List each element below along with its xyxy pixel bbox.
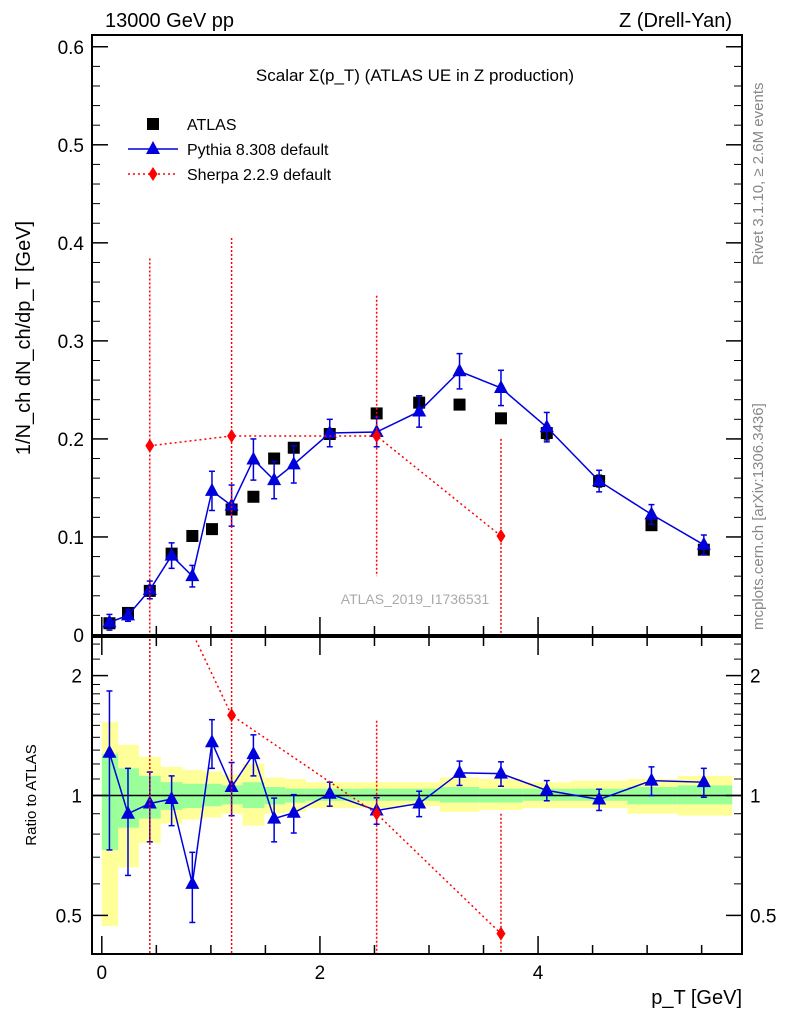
pythia-point bbox=[696, 774, 711, 788]
x-tick-label: 0 bbox=[97, 963, 108, 984]
pythia-point bbox=[286, 804, 301, 818]
pythia-point bbox=[539, 782, 554, 796]
y-axis-label: 1/N_ch dN_ch/dp_T [GeV] bbox=[13, 221, 35, 455]
sherpa-point bbox=[496, 926, 506, 941]
ratio-y-tick-label-right: 1 bbox=[750, 787, 761, 808]
y-tick-label: 0.5 bbox=[58, 136, 84, 157]
pythia-point bbox=[493, 379, 508, 393]
pythia-point bbox=[185, 568, 200, 582]
sherpa-point bbox=[372, 428, 382, 443]
header-left: 13000 GeV pp bbox=[105, 10, 234, 32]
ratio-y-tick-label: 2 bbox=[71, 667, 82, 688]
side-label-rivet: Rivet 3.1.10, ≥ 2.6M events bbox=[750, 83, 767, 266]
pythia-point bbox=[164, 790, 179, 804]
pythia-point bbox=[142, 795, 157, 809]
legend-label: ATLAS bbox=[187, 117, 237, 134]
pythia-point bbox=[696, 536, 711, 550]
pythia-point bbox=[267, 472, 282, 486]
pythia-point bbox=[246, 746, 261, 760]
pythia-point bbox=[644, 772, 659, 786]
sherpa-point bbox=[227, 428, 237, 443]
atlas-point bbox=[453, 398, 466, 411]
pythia-point bbox=[452, 764, 467, 778]
ratio-y-tick-label: 1 bbox=[71, 787, 82, 808]
chart-title: Scalar Σ(p_T) (ATLAS UE in Z production) bbox=[256, 66, 574, 85]
pythia-point bbox=[322, 425, 337, 439]
sherpa-line bbox=[149, 435, 502, 537]
pythia-point bbox=[267, 810, 282, 824]
legend-label: Pythia 8.308 default bbox=[187, 142, 329, 159]
pythia-point bbox=[592, 473, 607, 487]
pythia-point bbox=[224, 497, 239, 511]
legend-marker bbox=[146, 141, 160, 154]
pythia-point bbox=[204, 734, 219, 748]
header-right: Z (Drell-Yan) bbox=[619, 10, 732, 32]
legend-marker bbox=[148, 167, 158, 181]
pythia-point bbox=[164, 547, 179, 561]
pythia-point bbox=[102, 744, 117, 758]
ratio-y-tick-label-right: 2 bbox=[750, 667, 761, 688]
pythia-line bbox=[109, 370, 705, 623]
sherpa-point bbox=[145, 438, 155, 453]
pythia-point bbox=[539, 419, 554, 433]
y-tick-label: 0.4 bbox=[58, 234, 85, 255]
ratio-y-axis-label: Ratio to ATLAS bbox=[23, 744, 40, 845]
pythia-point bbox=[102, 614, 117, 628]
y-tick-label: 0.6 bbox=[58, 38, 84, 59]
x-axis-label: p_T [GeV] bbox=[651, 987, 742, 1009]
ratio-band-green bbox=[352, 788, 399, 801]
y-tick-label: 0.3 bbox=[58, 332, 84, 353]
pythia-point bbox=[185, 875, 200, 889]
side-label-mcplots: mcplots.cern.ch [arXiv:1306.3436] bbox=[750, 403, 767, 630]
atlas-point bbox=[247, 490, 260, 503]
atlas-point bbox=[186, 529, 199, 542]
pythia-point bbox=[644, 506, 659, 520]
pythia-point bbox=[286, 456, 301, 470]
atlas-point bbox=[205, 523, 218, 536]
main-plot-frame bbox=[91, 34, 743, 636]
pythia-point bbox=[224, 779, 239, 793]
atlas-point bbox=[645, 519, 658, 532]
y-tick-label: 0.1 bbox=[58, 528, 84, 549]
pythia-point bbox=[204, 482, 219, 496]
ratio-y-tick-label: 0.5 bbox=[56, 906, 82, 927]
atlas-point bbox=[494, 412, 507, 425]
pythia-point bbox=[120, 805, 135, 819]
pythia-point bbox=[493, 765, 508, 779]
legend-label: Sherpa 2.2.9 default bbox=[187, 167, 332, 184]
sherpa-line bbox=[193, 637, 502, 935]
sherpa-point bbox=[227, 708, 237, 723]
ratio-y-tick-label-right: 0.5 bbox=[750, 906, 776, 927]
pythia-point bbox=[322, 785, 337, 799]
legend-marker bbox=[147, 118, 159, 130]
pythia-point bbox=[452, 363, 467, 377]
y-tick-label: 0.2 bbox=[58, 430, 84, 451]
watermark: ATLAS_2019_I1736531 bbox=[341, 591, 490, 607]
pythia-point bbox=[412, 795, 427, 809]
pythia-point bbox=[412, 403, 427, 417]
pythia-point bbox=[120, 607, 135, 621]
y-tick-label: 0 bbox=[73, 626, 84, 647]
x-tick-label: 2 bbox=[315, 963, 326, 984]
sherpa-point bbox=[496, 528, 506, 543]
x-tick-label: 4 bbox=[533, 963, 544, 984]
sherpa-point bbox=[372, 806, 382, 821]
pythia-point bbox=[592, 791, 607, 805]
pythia-point bbox=[246, 451, 261, 465]
